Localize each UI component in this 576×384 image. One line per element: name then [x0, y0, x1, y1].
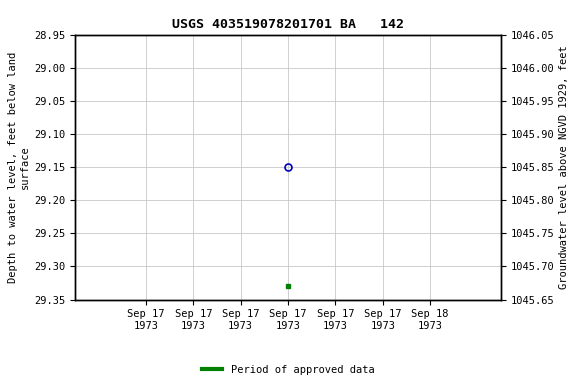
Legend: Period of approved data: Period of approved data [198, 361, 378, 379]
Title: USGS 403519078201701 BA   142: USGS 403519078201701 BA 142 [172, 18, 404, 31]
Y-axis label: Groundwater level above NGVD 1929, feet: Groundwater level above NGVD 1929, feet [559, 45, 569, 289]
Y-axis label: Depth to water level, feet below land
surface: Depth to water level, feet below land su… [8, 51, 30, 283]
